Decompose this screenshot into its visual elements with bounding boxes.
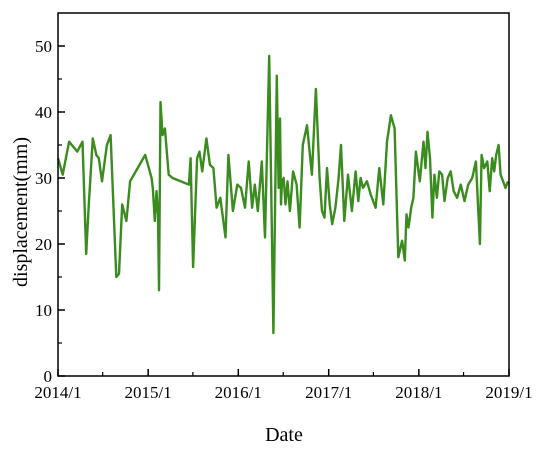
x-tick-label: 2016/1: [215, 383, 262, 402]
x-tick-label: 2019/1: [485, 383, 532, 402]
y-axis-title: displacement(mm): [10, 137, 32, 287]
x-tick-label: 2017/1: [305, 383, 352, 402]
x-tick-label: 2014/1: [34, 383, 81, 402]
plot-frame: [57, 12, 510, 377]
x-tick-label: 2018/1: [395, 383, 442, 402]
axis-ticks: 0 10 20 30 40 50 2014/1 2015/1 2016/1 2017/1 2018/…: [34, 37, 532, 402]
y-tick-label: 40: [35, 103, 52, 122]
y-tick-label: 50: [35, 37, 52, 56]
plot-area: [56, 54, 510, 335]
y-tick-label: 0: [44, 367, 53, 386]
y-tick-label: 30: [35, 169, 52, 188]
y-tick-label: 20: [35, 235, 52, 254]
y-tick-label: 10: [35, 301, 52, 320]
x-axis-title: Date: [265, 424, 303, 446]
series-line-0: [56, 54, 510, 335]
x-tick-label: 2015/1: [125, 383, 172, 402]
